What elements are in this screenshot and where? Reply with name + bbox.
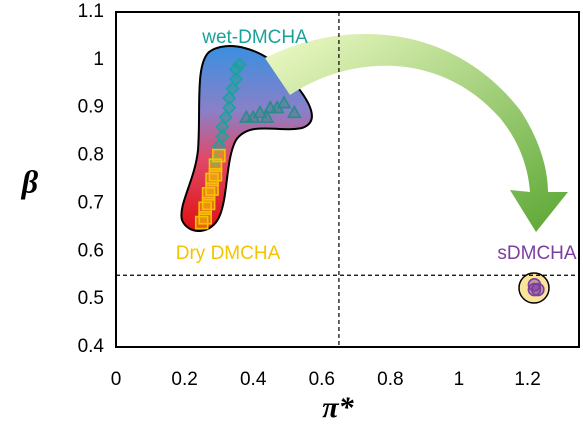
y-tick-label: 0.4 [78,336,105,357]
arrow [265,33,568,232]
x-tick-label: 1.2 [514,369,540,390]
data-point [276,95,292,109]
series-label: wet-DMCHA [201,27,308,48]
data-point [212,148,226,163]
data-point [232,57,247,72]
data-point [215,119,230,134]
y-tick-label: 1 [93,49,104,70]
x-tick-label: 0.6 [309,369,335,390]
x-tick-label: 0.2 [171,369,197,390]
data-point [286,104,302,119]
data-point [527,277,542,292]
y-tick-label: 0.9 [78,97,104,118]
data-point [222,100,237,115]
y-tick-label: 0.7 [78,192,104,213]
data-point [215,129,230,144]
data-point [228,62,244,77]
y-axis-title: β [21,163,39,199]
x-tick-label: 0 [111,369,122,390]
region-circle [518,272,550,304]
x-axis-title: π* [322,391,354,424]
data-point [222,91,237,106]
data-point [259,109,275,123]
x-tick-label: 1 [454,369,465,390]
x-tick-label: 0.4 [240,369,267,390]
y-tick-label: 1.1 [78,1,104,22]
plot [116,12,579,347]
y-tick-label: 0.8 [78,145,104,166]
series-label: Dry DMCHA [176,243,281,264]
data-point [527,282,542,297]
data-point [228,71,244,87]
plot-frame [115,11,580,348]
series-label: sDMCHA [497,243,576,264]
x-tick-label: 0.8 [377,369,403,390]
y-tick-label: 0.6 [78,240,104,261]
y-tick-label: 0.5 [78,288,104,309]
data-point [252,104,268,119]
